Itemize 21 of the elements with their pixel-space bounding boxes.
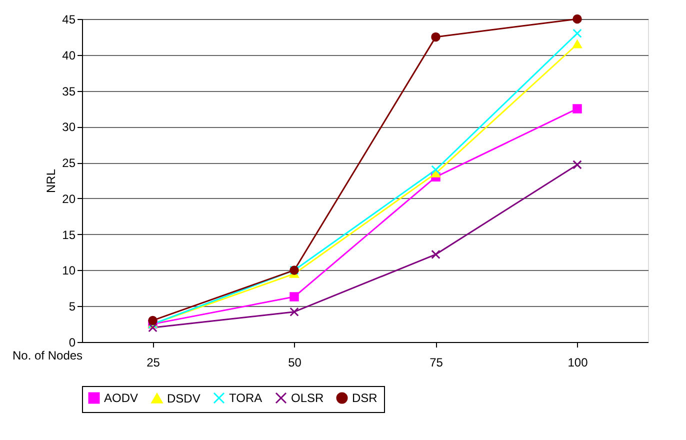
legend-label: DSDV xyxy=(167,391,200,406)
y-tick-label: 40 xyxy=(62,48,76,62)
y-tick-label: 35 xyxy=(62,84,76,98)
legend-label: TORA xyxy=(229,391,262,405)
y-tick-label: 5 xyxy=(68,300,76,314)
legend-label: OLSR xyxy=(291,391,324,405)
x-tick-label: 75 xyxy=(430,356,444,370)
y-tick-label: 30 xyxy=(62,120,76,134)
y-tick-label: 45 xyxy=(62,12,76,26)
legend-label: AODV xyxy=(104,391,138,405)
y-tick-label: 10 xyxy=(62,264,76,278)
y-tick-label: 15 xyxy=(62,228,76,242)
x-axis-title: No. of Nodes xyxy=(12,348,83,362)
y-tick-label: 0 xyxy=(68,336,76,350)
x-tick-label: 25 xyxy=(146,356,160,370)
y-tick-label: 25 xyxy=(62,156,76,170)
x-tick-label: 50 xyxy=(288,356,302,370)
legend-label: DSR xyxy=(352,391,378,405)
x-tick-label: 100 xyxy=(568,356,588,370)
y-axis-title: NRL xyxy=(44,168,58,194)
y-tick-label: 20 xyxy=(62,192,76,206)
